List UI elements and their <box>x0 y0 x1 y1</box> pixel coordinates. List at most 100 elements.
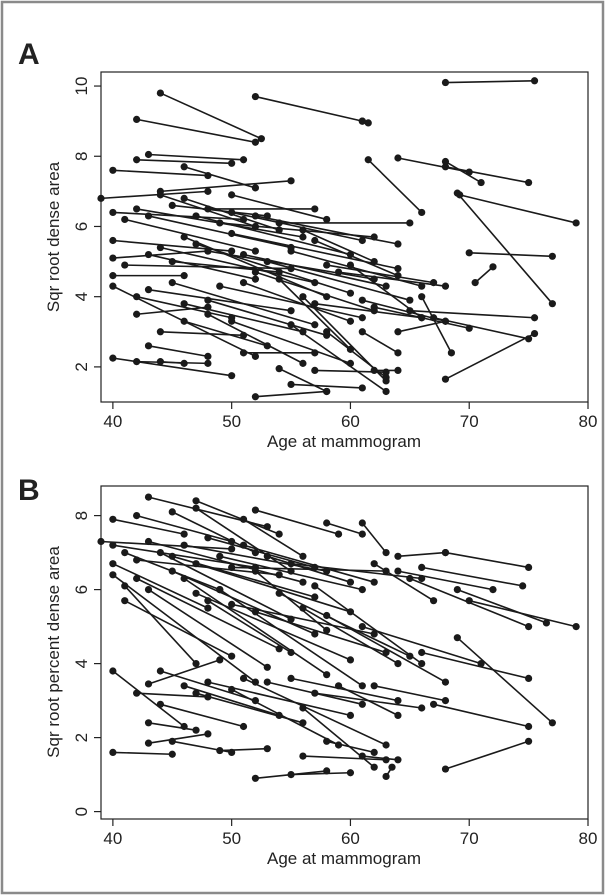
panel-a-trajectory-line-49 <box>469 251 553 258</box>
panel-a-x-axis-title: Age at mammogram <box>267 432 421 451</box>
panel-b-data-point-45-0 <box>358 623 366 631</box>
panel-a-trajectory-line-25 <box>148 215 292 249</box>
panel-a-plot-area <box>100 71 589 403</box>
panel-a-data-point-30-1 <box>406 219 414 227</box>
panel-b-data-point-38-0 <box>216 586 224 594</box>
panel-b-trajectory-line-56 <box>183 685 280 717</box>
panel-a-data-point-52-0 <box>109 282 117 290</box>
panel-b-data-point-61-1 <box>358 700 366 708</box>
panel-b-trajectory-line-5 <box>112 518 185 535</box>
panel-b-data-point-27-1 <box>525 563 533 572</box>
panel-a-data-point-0-0 <box>156 89 164 97</box>
panel-b-data-point-28-1 <box>204 604 212 612</box>
panel-a-data-point-72-0 <box>180 317 188 325</box>
panel-b-y-tick-label-4: 8 <box>72 511 91 520</box>
panel-b-x-ticks: 40 50 60 70 80 <box>103 819 597 848</box>
panel-b-trajectory-line-43 <box>314 585 423 665</box>
panel-b-y-tick-label-2: 4 <box>72 659 91 668</box>
panel-b-data-point-16-0 <box>168 552 176 560</box>
panel-a-data-point-4-1 <box>530 77 539 85</box>
panel-b-data-point-22-1 <box>370 578 378 586</box>
panel-a-trajectory-line-22 <box>231 194 327 221</box>
panel-b-data-point-70-1 <box>192 726 200 734</box>
panel-a-data-point-35-1 <box>251 275 260 283</box>
panel-b-data-point-29-0 <box>109 571 117 579</box>
panel-a-x-ticks: 40 50 60 70 80 <box>103 402 597 431</box>
panel-b-data-point-42-1 <box>394 660 402 668</box>
panel-b-data-point-55-0 <box>144 680 153 688</box>
panel-a-data-point-9-1 <box>418 208 426 217</box>
panel-a-data-point-7-0 <box>144 150 153 159</box>
panel-a-data-point-57-0 <box>204 296 212 304</box>
panel-a-y-axis-title: Sqr root dense area <box>44 161 63 312</box>
panel-b-data-point-74-0 <box>109 748 117 757</box>
panel-b-data-point-80-0 <box>358 752 366 760</box>
panel-b-data-point-51-1 <box>572 623 580 631</box>
panel-a-data-point-69-1 <box>441 317 450 325</box>
panel-a-data-point-3-1 <box>364 119 372 127</box>
panel-b-trajectory-line-37 <box>207 600 292 654</box>
panel-b-trajectory-line-46 <box>373 563 435 602</box>
panel-b-data-point-65-1 <box>394 711 402 720</box>
panel-a-data-point-25-0 <box>144 212 153 220</box>
panel-a-trajectory-line-58 <box>219 285 363 319</box>
panel-b-trajectory-line-27 <box>445 551 529 569</box>
panel-b-data-point-20-0 <box>216 552 224 560</box>
panel-a-data-point-79-1 <box>228 372 236 380</box>
panel-b-data-point-4-1 <box>382 549 390 557</box>
panel-a-data-point-80-0 <box>133 358 141 366</box>
panel-b-trajectory-line-74 <box>112 751 173 756</box>
panel-a-data-point-44-0 <box>287 247 295 255</box>
panel-a-trajectory-line-83 <box>278 367 328 393</box>
panel-a-data-point-34-0 <box>121 261 129 269</box>
panel-b-data-point-73-0 <box>168 737 176 745</box>
panel-a-trajectory-line-54 <box>148 288 292 312</box>
panel-a-data-point-44-1 <box>418 282 426 290</box>
panel-a-data-point-46-0 <box>323 261 331 269</box>
panel-a-trajectory-line-23 <box>124 218 256 252</box>
panel-b-trajectory-line-6 <box>136 514 232 543</box>
panel-b-data-point-57-0 <box>192 689 200 697</box>
panel-b-data-point-82-1 <box>525 737 533 745</box>
panel-b-data-point-4-0 <box>358 519 366 527</box>
panel-a-trajectory-line-35 <box>148 253 256 280</box>
panel-a-y-tick-label-2: 6 <box>72 222 91 231</box>
panel-b-data-point-72-1 <box>204 730 212 738</box>
panel-a-data-point-5-0 <box>109 166 117 174</box>
panel-a-data-point-40-0 <box>204 247 212 255</box>
panel-a-trajectory-line-16 <box>160 180 292 193</box>
panel-a-trajectory-line-4 <box>445 79 535 84</box>
panel-b-data-point-30-1 <box>192 660 200 668</box>
panel-b-trajectory-line-28 <box>112 562 209 609</box>
panel-b-trajectory-line-38 <box>219 588 363 687</box>
panel-a-data-point-26-0 <box>192 212 200 220</box>
panel-b-trajectory-line-48 <box>421 566 523 587</box>
panel-b-data-point-17-0 <box>180 541 188 549</box>
panel-a-data-point-56-0 <box>180 300 188 308</box>
panel-a-trajectory-line-2 <box>255 95 363 122</box>
panel-a-data-point-53-0 <box>133 293 141 301</box>
panel-b-trajectory-line-8 <box>195 507 292 572</box>
panel-a-x-tick-label-4: 80 <box>579 412 598 431</box>
panel-b-data-point-24-1 <box>346 578 355 586</box>
panel-a-data-point-43-0 <box>263 257 271 266</box>
panel-b-data-point-25-0 <box>287 560 295 568</box>
panel-a-trajectory-line-81 <box>160 360 185 365</box>
panel-b-data-point-57-1 <box>299 719 307 727</box>
panel-a-data-point-1-1 <box>251 138 260 146</box>
panel-b-x-tick-label-1: 50 <box>222 829 241 848</box>
panel-b-data-point-39-1 <box>370 630 378 638</box>
panel-b-x-tick-label-3: 70 <box>460 829 479 848</box>
panel-b-data-point-35-1 <box>323 671 331 679</box>
panel-b-data-point-60-1 <box>382 741 390 749</box>
panel-b-data-point-13-0 <box>133 556 141 564</box>
panel-b-data-point-62-1 <box>394 697 402 705</box>
panel-a-data-point-10-0 <box>394 154 402 162</box>
panel-b-data-point-60-0 <box>239 674 248 683</box>
panel-b-trajectory-line-70 <box>148 722 197 731</box>
panel-b-data-point-1-0 <box>192 497 200 505</box>
panel-b-data-point-46-1 <box>429 597 438 605</box>
panel-b-data-point-77-0 <box>287 771 295 779</box>
panel-b-data-point-75-0 <box>216 746 224 755</box>
panel-b-trajectory-line-14 <box>148 540 304 583</box>
